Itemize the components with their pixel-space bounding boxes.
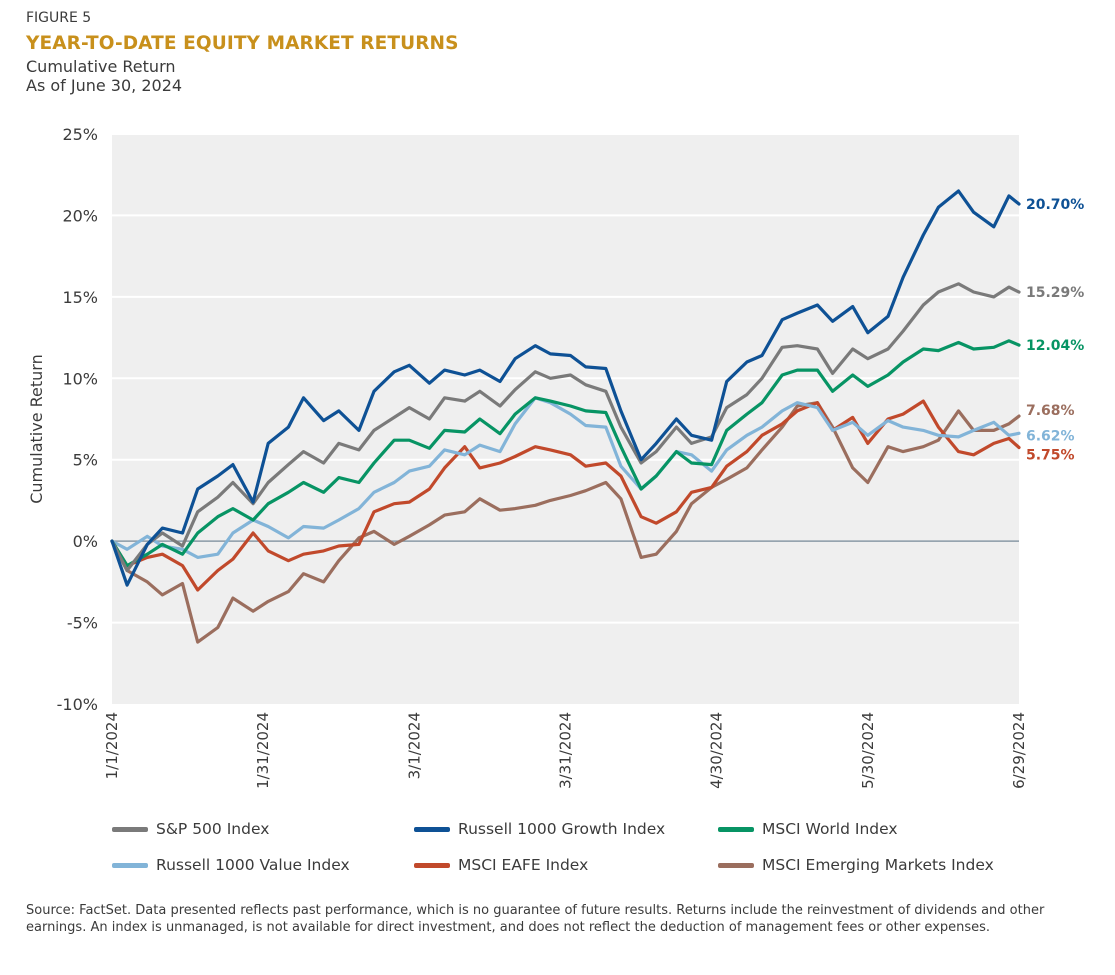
x-tick-label: 3/31/2024 — [557, 712, 575, 789]
series-line-msci-eafe-index — [110, 399, 1021, 592]
x-tick-label: 1/1/2024 — [103, 712, 121, 779]
source-note: Source: FactSet. Data presented reflects… — [26, 903, 1045, 935]
y-axis-label: Cumulative Return — [27, 354, 46, 504]
y-tick-label: 15% — [62, 288, 98, 307]
legend-item: MSCI Emerging Markets Index — [718, 856, 994, 874]
end-value-label: 7.68% — [1026, 403, 1075, 419]
y-tick-label: 0% — [73, 532, 98, 551]
legend-item: S&P 500 Index — [112, 820, 269, 838]
line-chart: 25% 20% 15% 10% 5% 0% -5% -10% 1/1/2024 1/31/202… — [27, 125, 1084, 789]
as-of-date: As of June 30, 2024 — [26, 76, 183, 95]
x-tick-label: 3/1/2024 — [405, 712, 423, 779]
y-tick-label: 20% — [62, 206, 98, 225]
legend-label: Russell 1000 Value Index — [156, 856, 350, 874]
end-value-label: 6.62% — [1026, 428, 1075, 444]
y-tick-label: 5% — [73, 451, 98, 470]
series-line-msci-emerging-markets-index — [110, 401, 1021, 644]
figure-label: FIGURE 5 — [26, 10, 92, 26]
x-tick-label: 1/31/2024 — [254, 712, 272, 789]
y-axis-ticks: 25% 20% 15% 10% 5% 0% -5% -10% — [57, 125, 98, 714]
legend-label: MSCI EAFE Index — [458, 856, 589, 874]
series-line-msci-world-index — [110, 339, 1021, 568]
y-tick-label: -5% — [67, 614, 98, 633]
x-tick-label: 6/29/2024 — [1010, 712, 1028, 789]
legend-item: Russell 1000 Value Index — [112, 856, 350, 874]
gridlines — [112, 133, 1019, 624]
legend-item: Russell 1000 Growth Index — [414, 820, 665, 838]
legend-label: Russell 1000 Growth Index — [458, 820, 666, 838]
plot-background — [112, 134, 1019, 704]
legend-label: S&P 500 Index — [156, 820, 270, 838]
legend-swatch — [718, 826, 754, 832]
end-value-label: 5.75% — [1026, 448, 1075, 464]
legend-swatch — [414, 862, 450, 868]
series-line-russell-1000-growth-index — [110, 189, 1021, 587]
x-axis-ticks: 1/1/2024 1/31/2024 3/1/2024 3/31/2024 4/30/2… — [103, 712, 1028, 789]
series-line-russell-1000-value-index — [110, 396, 1021, 560]
chart-subtitle: Cumulative Return — [26, 57, 176, 76]
legend-swatch — [112, 826, 148, 832]
legend-item: MSCI EAFE Index — [414, 856, 588, 874]
x-tick-label: 4/30/2024 — [708, 712, 726, 789]
legend-label: MSCI Emerging Markets Index — [762, 856, 994, 874]
series-line-s-p-500-index — [110, 282, 1021, 573]
legend-swatch — [718, 862, 754, 868]
series-lines — [110, 189, 1021, 644]
x-tick-label: 5/30/2024 — [859, 712, 877, 789]
legend-item: MSCI World Index — [718, 820, 898, 838]
end-labels: 15.29% 20.70% 12.04% 6.62% 5.75% 7.68% — [1026, 197, 1084, 463]
y-tick-label: 25% — [62, 125, 98, 144]
chart-title: YEAR-TO-DATE EQUITY MARKET RETURNS — [26, 33, 459, 54]
legend-swatch — [112, 862, 148, 868]
legend-swatch — [414, 826, 450, 832]
y-tick-label: -10% — [57, 695, 98, 714]
end-value-label: 15.29% — [1026, 285, 1084, 301]
end-value-label: 12.04% — [1026, 338, 1084, 354]
end-value-label: 20.70% — [1026, 197, 1084, 213]
y-tick-label: 10% — [62, 369, 98, 388]
legend-label: MSCI World Index — [762, 820, 898, 838]
